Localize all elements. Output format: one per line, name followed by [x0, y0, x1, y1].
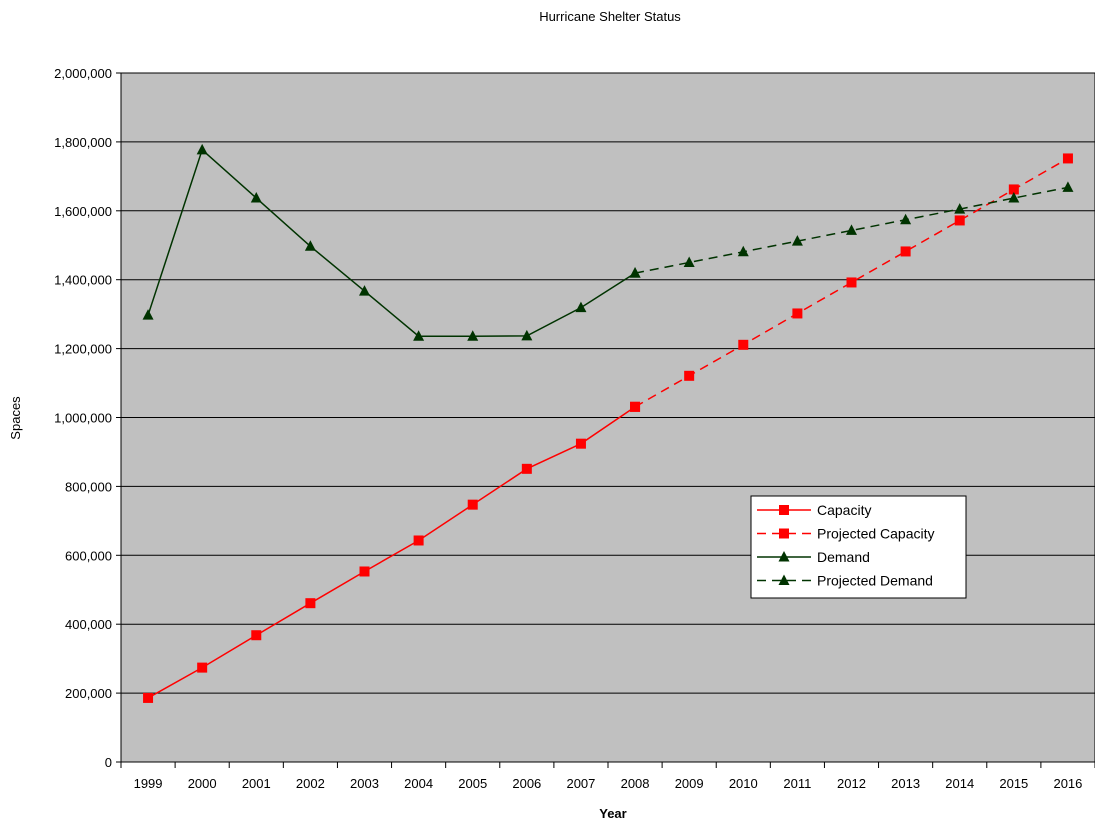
chart-title: Hurricane Shelter Status — [539, 9, 681, 24]
x-tick-label: 2015 — [999, 776, 1028, 791]
data-point — [737, 245, 749, 257]
data-point — [1008, 184, 1019, 195]
data-point — [467, 330, 479, 341]
y-tick-label: 1,600,000 — [54, 204, 112, 219]
data-point — [143, 692, 154, 703]
legend-marker — [778, 551, 790, 562]
x-tick-label: 2006 — [512, 776, 541, 791]
x-tick-label: 2008 — [621, 776, 650, 791]
legend-label: Demand — [817, 549, 870, 565]
x-axis-label: Year — [599, 806, 626, 821]
data-point — [954, 203, 966, 214]
x-tick-label: 2002 — [296, 776, 325, 791]
data-point — [792, 308, 803, 319]
data-point — [467, 499, 478, 510]
data-point — [846, 277, 857, 288]
y-tick-label: 600,000 — [65, 548, 112, 563]
data-point — [250, 192, 262, 203]
series-projected-demand — [629, 181, 1074, 278]
x-tick-label: 2016 — [1053, 776, 1082, 791]
legend-label: Projected Capacity — [817, 526, 935, 542]
x-tick-label: 2000 — [188, 776, 217, 791]
data-point — [359, 566, 370, 577]
x-tick-label: 2012 — [837, 776, 866, 791]
x-tick-label: 2013 — [891, 776, 920, 791]
series-layer — [142, 143, 1074, 703]
legend: Capacity Projected Capacity Demand Projecte… — [750, 495, 967, 599]
x-tick-label: 2011 — [783, 776, 811, 791]
data-point — [197, 662, 208, 673]
x-tick-label: 2001 — [242, 776, 271, 791]
y-tick-label: 0 — [105, 755, 112, 770]
legend-marker — [779, 528, 789, 539]
data-point — [684, 370, 695, 381]
series-line — [147, 406, 636, 699]
data-point — [196, 143, 208, 155]
data-point — [630, 401, 641, 412]
data-point — [305, 598, 316, 609]
data-point — [521, 463, 532, 474]
data-point — [954, 215, 965, 226]
legend-item: Projected Capacity — [757, 526, 935, 542]
gridlines — [121, 141, 1095, 694]
data-point — [1062, 153, 1073, 164]
y-axis-label: Spaces — [8, 396, 23, 440]
data-point — [359, 285, 370, 296]
data-point — [142, 309, 154, 320]
legend-item: Projected Demand — [757, 573, 933, 589]
y-tick-label: 800,000 — [65, 479, 112, 494]
data-point — [1008, 192, 1020, 203]
x-tick-label: 2010 — [729, 776, 758, 791]
y-tick-label: 1,800,000 — [54, 135, 112, 150]
data-point — [900, 213, 912, 225]
legend-marker — [779, 505, 789, 515]
legend-label: Capacity — [817, 502, 871, 518]
x-tick-label: 2009 — [675, 776, 704, 791]
data-point — [413, 535, 424, 546]
x-tick-label: 2007 — [566, 776, 595, 791]
data-point — [738, 339, 749, 350]
data-point — [521, 329, 533, 341]
data-point — [1062, 181, 1074, 192]
x-tick-label: 2003 — [350, 776, 379, 791]
data-point — [304, 240, 316, 251]
data-point — [413, 330, 425, 341]
series-demand — [142, 143, 641, 341]
data-point — [629, 267, 641, 278]
y-tick-label: 1,200,000 — [54, 342, 112, 357]
y-tick-label: 1,400,000 — [54, 273, 112, 288]
x-tick-label: 2014 — [945, 776, 974, 791]
series-line — [634, 186, 1069, 274]
y-tick-label: 400,000 — [65, 617, 112, 632]
data-point — [846, 224, 857, 235]
y-tick-label: 200,000 — [65, 686, 112, 701]
series-projected-capacity — [630, 153, 1073, 412]
data-point — [900, 246, 911, 257]
legend-label: Projected Demand — [817, 573, 933, 589]
data-point — [575, 438, 586, 449]
legend-marker — [778, 574, 790, 585]
data-point — [683, 256, 695, 267]
axes: 0 200,000 400,000 600,000 800,000 1,000,000 1,… — [54, 66, 1095, 791]
x-tick-label: 2005 — [458, 776, 487, 791]
legend-item: Demand — [757, 549, 870, 565]
data-point — [791, 235, 803, 246]
x-tick-label: 1999 — [134, 776, 163, 791]
y-tick-label: 1,000,000 — [54, 411, 112, 426]
x-tick-label: 2004 — [404, 776, 433, 791]
data-point — [575, 301, 587, 313]
series-line — [147, 148, 636, 337]
series-line — [634, 157, 1069, 408]
data-point — [251, 630, 262, 641]
legend-item: Capacity — [757, 502, 871, 518]
y-tick-label: 2,000,000 — [54, 66, 112, 81]
